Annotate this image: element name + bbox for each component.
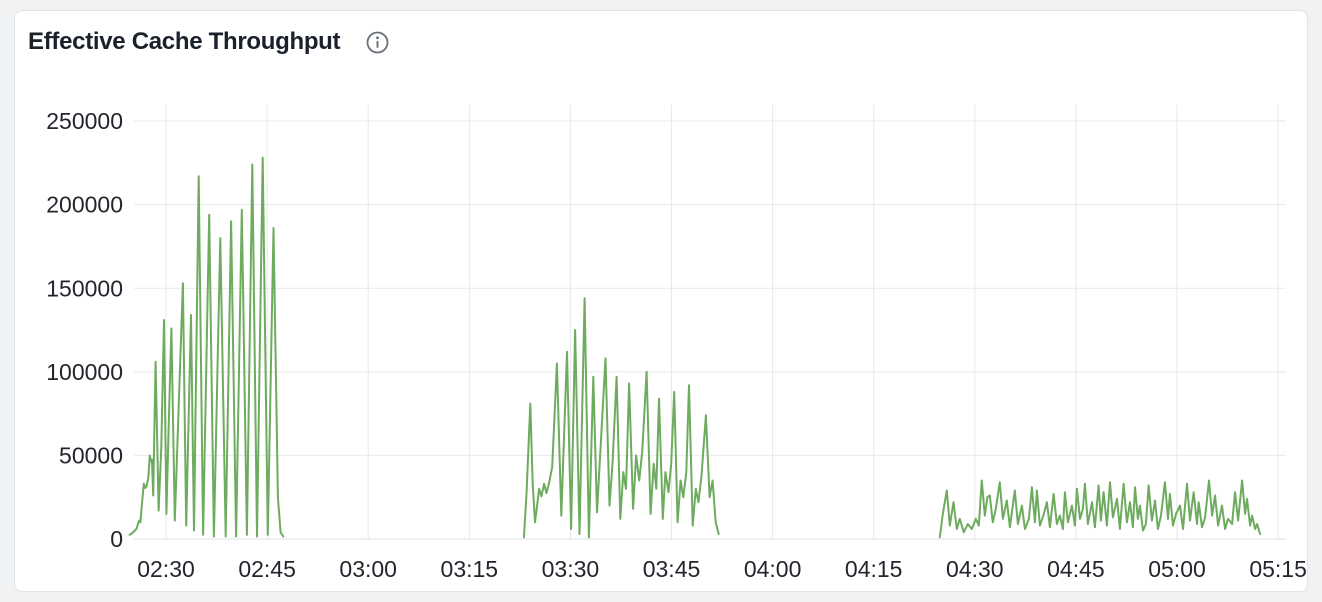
info-icon[interactable] <box>366 31 389 54</box>
x-tick-label: 03:30 <box>542 556 600 582</box>
x-tick-label: 04:15 <box>845 556 903 582</box>
series-line <box>938 479 1262 539</box>
x-tick-label: 04:00 <box>744 556 802 582</box>
x-tick-label: 02:45 <box>238 556 296 582</box>
y-tick-label: 150000 <box>46 275 123 301</box>
panel-title: Effective Cache Throughput <box>28 28 341 55</box>
x-tick-label: 05:15 <box>1249 556 1307 582</box>
panel-card: Effective Cache Throughput 02:30 02:45 03:… <box>14 10 1308 592</box>
info-circle-glyph <box>366 31 389 54</box>
y-tick-label: 50000 <box>59 442 123 468</box>
series-line <box>522 297 720 539</box>
x-tick-label: 03:00 <box>339 556 397 582</box>
x-tick-label: 04:30 <box>946 556 1004 582</box>
x-tick-label: 05:00 <box>1148 556 1206 582</box>
x-tick-label: 02:30 <box>137 556 195 582</box>
throughput-chart[interactable]: 02:30 02:45 03:00 03:15 03:30 03:45 04:00 04:15… <box>15 11 1307 591</box>
y-tick-label: 100000 <box>46 359 123 385</box>
y-tick-label: 0 <box>110 526 123 552</box>
y-tick-label: 200000 <box>46 192 123 218</box>
y-tick-label: 250000 <box>46 108 123 134</box>
series-line <box>128 156 285 538</box>
x-tick-label: 03:45 <box>643 556 701 582</box>
x-tick-label: 04:45 <box>1047 556 1105 582</box>
x-tick-label: 03:15 <box>441 556 499 582</box>
panel-header: Effective Cache Throughput <box>28 28 389 57</box>
